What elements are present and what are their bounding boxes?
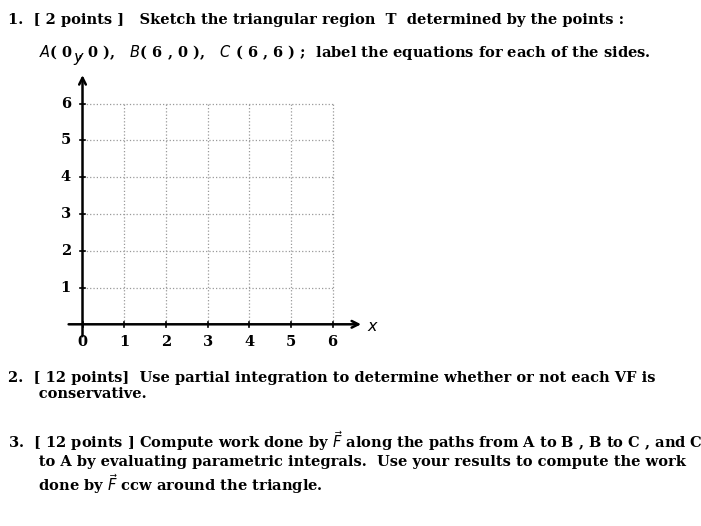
Text: 0: 0 bbox=[78, 335, 88, 349]
Text: 2: 2 bbox=[60, 244, 71, 258]
Text: 1.  [ 2 points ]   Sketch the triangular region  T  determined by the points :: 1. [ 2 points ] Sketch the triangular re… bbox=[8, 13, 625, 27]
Text: $x$: $x$ bbox=[367, 318, 379, 335]
Text: 2.  [ 12 points]  Use partial integration to determine whether or not each VF is: 2. [ 12 points] Use partial integration … bbox=[8, 371, 656, 401]
Text: 5: 5 bbox=[286, 335, 296, 349]
Text: 4: 4 bbox=[244, 335, 254, 349]
Text: $y$: $y$ bbox=[73, 50, 86, 67]
Text: 3: 3 bbox=[203, 335, 212, 349]
Text: 1: 1 bbox=[60, 280, 71, 295]
Text: $\mathit{A}$( 0 , 0 ),   $\mathit{B}$( 6 , 0 ),   $\mathit{C}$ ( 6 , 6 ) ;  labe: $\mathit{A}$( 0 , 0 ), $\mathit{B}$( 6 ,… bbox=[39, 43, 651, 62]
Text: 3: 3 bbox=[61, 207, 71, 221]
Text: 1: 1 bbox=[119, 335, 129, 349]
Text: 3.  [ 12 points ] Compute work done by $\vec{F}$ along the paths from A to B , B: 3. [ 12 points ] Compute work done by $\… bbox=[8, 429, 701, 497]
Text: 6: 6 bbox=[61, 97, 71, 110]
Text: 2: 2 bbox=[161, 335, 171, 349]
Text: 5: 5 bbox=[60, 134, 71, 147]
Text: 4: 4 bbox=[61, 170, 71, 184]
Text: 6: 6 bbox=[327, 335, 338, 349]
